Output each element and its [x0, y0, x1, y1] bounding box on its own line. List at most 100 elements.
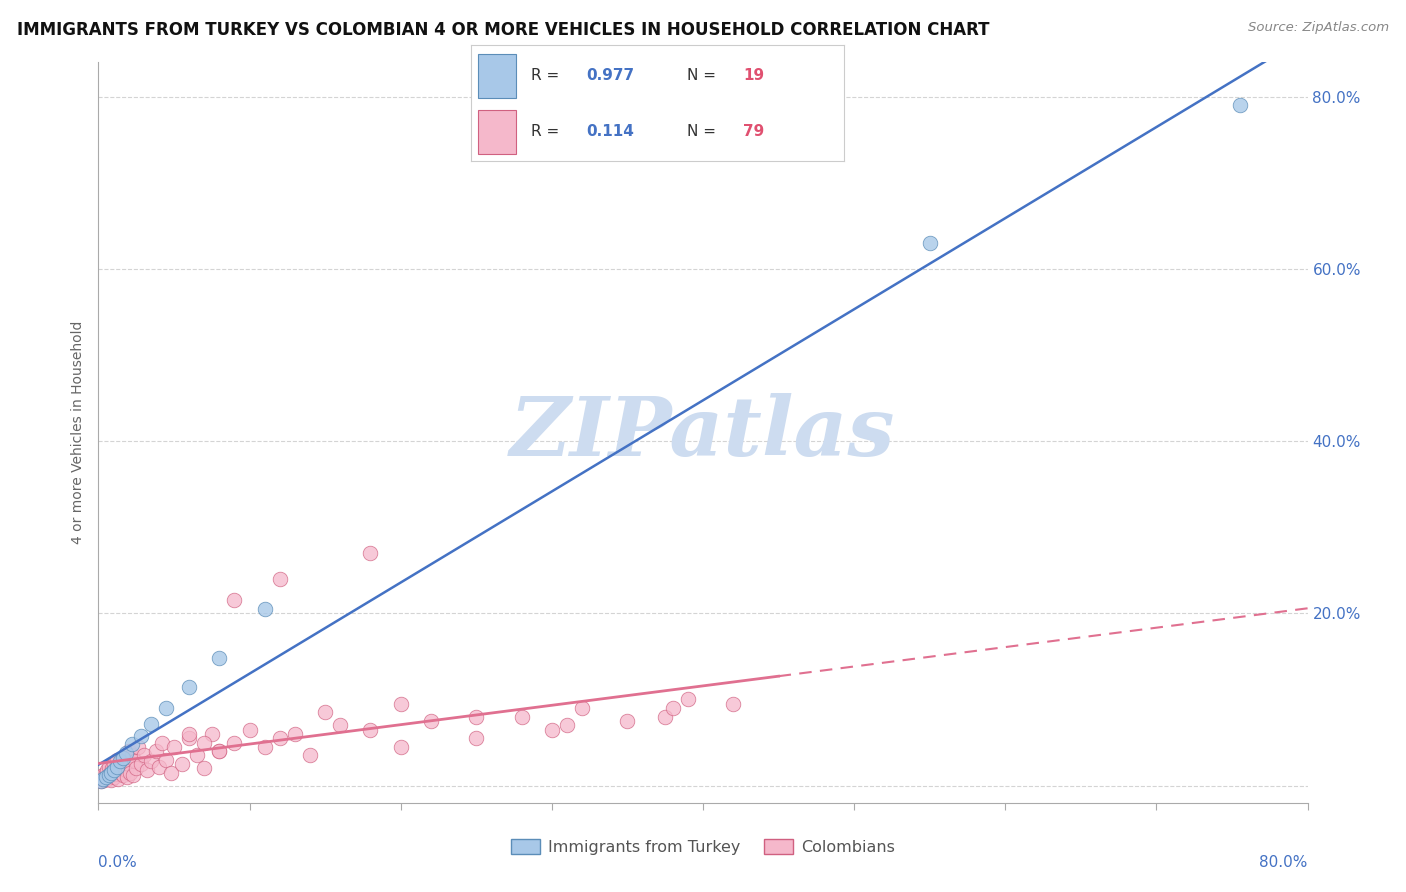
Point: [135, 763, 157, 777]
Point: [105, 753, 128, 767]
Point: [224, 593, 246, 607]
Point: [155, 753, 177, 767]
Point: [141, 716, 163, 731]
Point: [114, 763, 136, 777]
Point: [121, 748, 143, 763]
Point: [103, 757, 125, 772]
Point: [108, 755, 131, 769]
Point: [141, 755, 163, 769]
Point: [201, 727, 224, 741]
Text: ZIPatlas: ZIPatlas: [510, 392, 896, 473]
Point: [100, 765, 122, 780]
Point: [253, 739, 276, 754]
Point: [122, 768, 145, 782]
Point: [239, 723, 262, 737]
Point: [110, 755, 132, 769]
Point: [360, 723, 382, 737]
Point: [125, 761, 148, 775]
Point: [90, 774, 112, 789]
Point: [269, 731, 291, 746]
Point: [616, 714, 638, 728]
Point: [120, 765, 142, 780]
Point: [103, 770, 125, 784]
Point: [555, 718, 578, 732]
Point: [118, 744, 141, 758]
Point: [160, 765, 183, 780]
Point: [148, 759, 170, 773]
Point: [654, 709, 676, 723]
Point: [150, 735, 173, 749]
Text: 80.0%: 80.0%: [1260, 855, 1308, 870]
Point: [179, 731, 201, 746]
Point: [269, 572, 291, 586]
Point: [284, 727, 307, 741]
Point: [118, 757, 141, 772]
Text: N =: N =: [688, 69, 721, 84]
Point: [105, 759, 128, 773]
Point: [329, 718, 352, 732]
Y-axis label: 4 or more Vehicles in Household: 4 or more Vehicles in Household: [72, 321, 86, 544]
Point: [124, 755, 146, 769]
Point: [676, 692, 699, 706]
Point: [918, 236, 941, 251]
Text: R =: R =: [530, 124, 564, 139]
Point: [571, 701, 593, 715]
Point: [107, 772, 129, 786]
Point: [100, 764, 122, 779]
Text: 0.0%: 0.0%: [98, 855, 138, 870]
Point: [104, 766, 127, 780]
Point: [208, 744, 231, 758]
Legend: Immigrants from Turkey, Colombians: Immigrants from Turkey, Colombians: [505, 833, 901, 862]
Point: [100, 772, 122, 787]
Point: [121, 737, 143, 751]
Point: [103, 763, 125, 777]
Point: [224, 735, 246, 749]
Point: [115, 770, 138, 784]
Point: [98, 768, 121, 782]
Point: [723, 697, 745, 711]
Point: [389, 697, 412, 711]
Text: Source: ZipAtlas.com: Source: ZipAtlas.com: [1249, 21, 1389, 34]
Point: [179, 680, 201, 694]
Text: 19: 19: [742, 69, 763, 84]
Point: [127, 739, 149, 754]
Point: [129, 729, 152, 743]
Point: [465, 709, 488, 723]
Point: [91, 772, 114, 786]
Text: N =: N =: [688, 124, 721, 139]
Point: [314, 706, 336, 720]
Point: [420, 714, 443, 728]
Point: [299, 748, 322, 763]
Point: [114, 746, 136, 760]
Text: IMMIGRANTS FROM TURKEY VS COLOMBIAN 4 OR MORE VEHICLES IN HOUSEHOLD CORRELATION : IMMIGRANTS FROM TURKEY VS COLOMBIAN 4 OR…: [17, 21, 990, 38]
Point: [96, 772, 118, 786]
Point: [389, 739, 412, 754]
Point: [108, 759, 131, 773]
Point: [112, 751, 135, 765]
Point: [96, 763, 118, 777]
Point: [540, 723, 562, 737]
Point: [91, 768, 114, 782]
Point: [186, 748, 208, 763]
Point: [105, 763, 128, 777]
Point: [208, 651, 231, 665]
Text: 79: 79: [742, 124, 765, 139]
Point: [111, 751, 134, 765]
Bar: [478, 54, 516, 98]
Point: [110, 765, 132, 780]
Point: [465, 731, 488, 746]
Text: 0.977: 0.977: [586, 69, 634, 84]
Point: [193, 761, 215, 775]
Point: [179, 727, 201, 741]
Text: R =: R =: [530, 69, 564, 84]
Point: [94, 765, 117, 780]
Point: [93, 773, 115, 788]
Point: [111, 768, 134, 782]
Point: [132, 748, 155, 763]
Text: 0.114: 0.114: [586, 124, 634, 139]
Point: [91, 772, 114, 786]
Point: [1229, 98, 1251, 112]
Bar: [478, 110, 516, 153]
Point: [94, 770, 117, 784]
Point: [208, 744, 231, 758]
